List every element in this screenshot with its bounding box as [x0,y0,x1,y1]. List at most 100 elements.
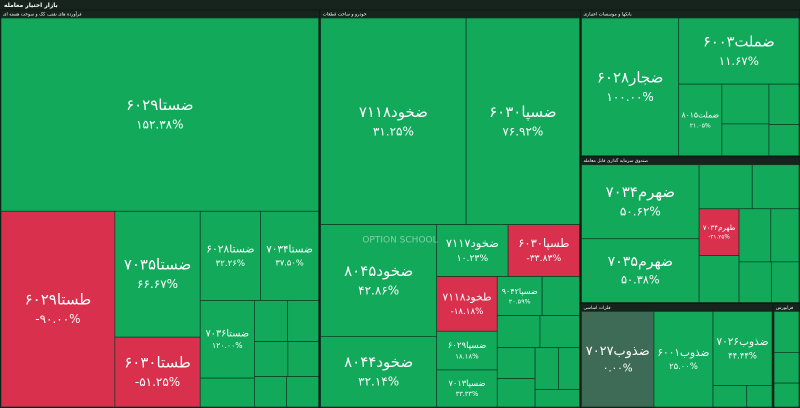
tile-value: ۱۰۰.۰۰% [606,90,653,104]
tile [678,17,800,85]
tile-name: ضملت۶۰۰۳ [703,33,775,50]
header-bar [0,0,800,10]
tile [698,255,740,303]
tile-name: ضذوب۶۰۰۱ [657,347,709,359]
tile [199,300,255,379]
tile-value: ۲۰.۵۹% [509,298,531,306]
tile-value: ۳۳.۳۳% [456,390,478,398]
tile [507,224,580,277]
tile [286,376,319,408]
tile-name: ضهرم۷۰۳۴ [606,183,675,201]
tile-value: ۲۵.۰۰% [669,361,698,371]
tile [496,378,536,408]
tile-value: ۳۲.۱۴% [358,375,399,389]
tile [436,276,498,332]
tile-name: ضستا۶۰۲۸ [206,242,254,255]
watermark: OPTION SCHOOL [362,236,437,246]
tile [770,261,800,303]
tile [496,276,543,316]
tile [678,83,723,157]
tile [320,336,438,408]
tile-name: ضسپا۹۰۴۲ [502,287,538,296]
tile-value: ۰.۰۰% [603,362,633,374]
tile-value: ۴۴.۴۴% [728,350,757,360]
tile-name: ضسپا۷۰۱۳ [448,378,485,388]
tile [199,210,261,301]
tile [698,208,740,256]
tile-name: ضذوب۷۰۲۷ [586,344,650,359]
tile-name: طهرم۷۰۳۴ [703,223,736,232]
tile-name: ضملت۸۰۱۵ [681,110,719,119]
tile-name: ضسپا۶۰۲۹ [448,341,487,351]
tile-value: ۱۵۲.۳۸% [136,118,183,132]
tile [287,341,319,377]
tile [770,208,800,263]
tile-name: ضجار۶۰۲۸ [597,68,663,86]
tile [712,311,773,386]
tile-name: ضذوب۷۰۲۶ [716,336,768,348]
tile-name: طسپا۶۰۳۰ [518,236,569,250]
tile-name: ضستا۶۰۲۹ [126,96,193,114]
tile [320,17,467,225]
tile-value: -۳۱.۲۵% [708,235,730,241]
tile-name: ضهرم۷۰۳۵ [608,254,673,270]
sector-title: بانکها و موسسات اعتباری [584,12,632,18]
tile-value: -۳۳.۸۳% [526,253,561,264]
tile [751,164,800,210]
tile [712,385,748,408]
tile-name: طستا۶۰۲۹ [25,291,92,309]
tile [254,341,289,377]
tile-value: ۳۷.۵۰% [275,258,303,268]
tile-name: ضستا۷۰۳۴ [266,244,313,256]
tile [114,210,201,338]
tile-value: ۱۸.۱۸% [455,353,479,361]
tile [254,376,287,408]
tile [558,347,580,390]
sector-title: فلزات اساسی [584,306,611,311]
tile [581,238,700,303]
tile [539,315,580,349]
tile [768,83,800,125]
tile [738,208,772,263]
tile [746,385,773,408]
sector-title: فرآورده های نفتی، کک و سوخت هسته ای [3,12,82,18]
tile [254,300,289,342]
tile [260,210,319,301]
tile-name: ضسپا۶۰۳۰ [489,103,556,122]
tile-value: ۳۲.۲۶% [216,259,245,269]
tile-value: ۳۱.۲۵% [373,124,414,138]
sector-title: صندوق سرمایه گذاری قابل معامله [584,157,649,164]
tile [287,300,319,342]
tile-value: -۱۸.۱۸% [451,307,484,317]
tile [581,17,680,157]
tile [768,124,800,157]
tile-value: ۱۱.۶۷% [719,54,759,68]
tile-value: ۷۶.۹۲% [502,124,543,138]
tile [496,315,541,349]
tile-value: ۱۰.۲۳% [457,253,489,264]
tile-value: ۱۲۰.۰۰% [212,341,243,350]
tile-name: طخود۷۱۱۸ [442,290,491,303]
tile [721,83,770,125]
tile [653,311,714,408]
tile [534,389,580,408]
tile-value: ۵۰.۶۲% [620,205,661,219]
tile-name: طستا۶۰۳۰ [124,354,191,372]
tile [721,123,770,157]
tile-name: ضخود۷۱۱۷ [446,236,499,251]
tile [581,164,700,240]
tile [738,261,772,303]
chart-title: بازار اختیار معامله [4,2,58,9]
tile [773,352,800,384]
tile-name: ضخود۸۰۴۵ [344,262,413,280]
tile [320,224,438,337]
tile [114,336,201,408]
tile-value: -۵۱.۲۵% [135,375,180,389]
tile [581,311,655,408]
tile [773,382,800,408]
tile [0,17,319,212]
sector-title: فرابورس [776,306,793,311]
tile-name: ضستا۷۰۳۶ [206,328,249,339]
